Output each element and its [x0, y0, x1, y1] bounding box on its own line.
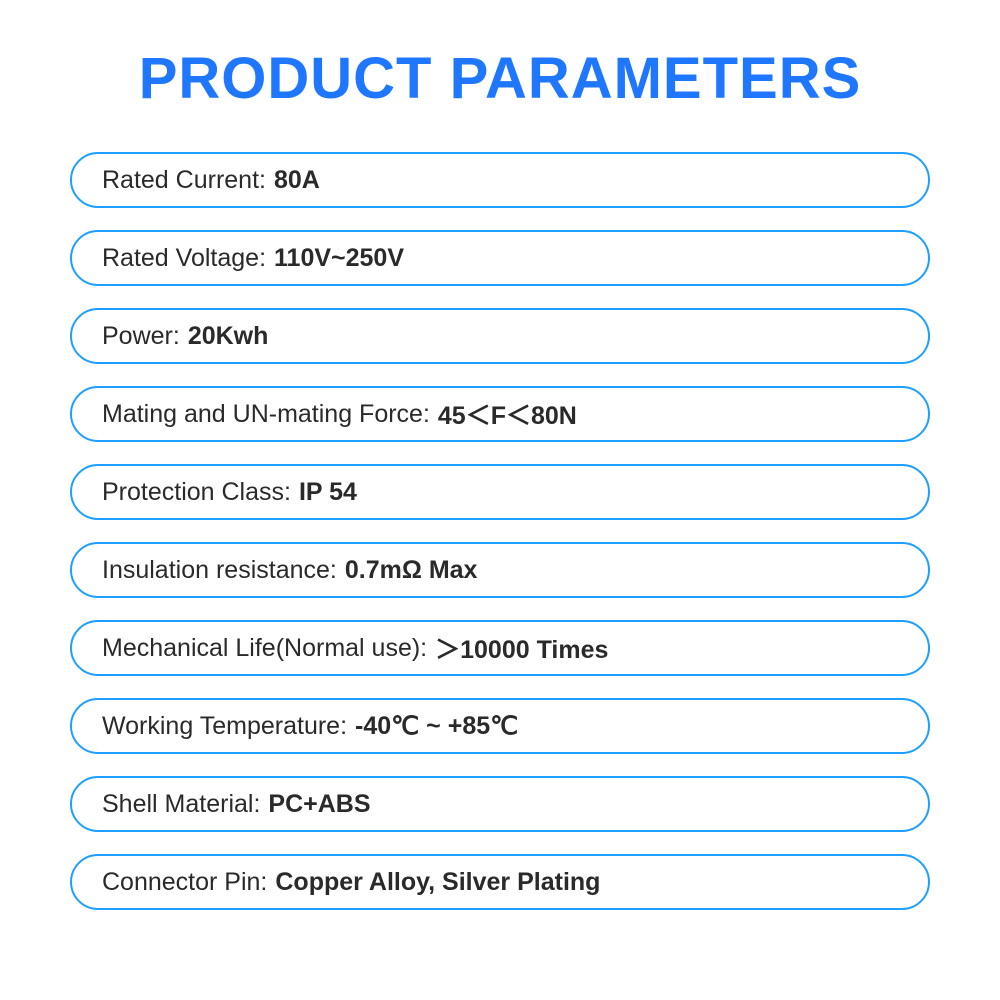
param-row: Working Temperature: -40℃ ~ +85℃	[70, 698, 930, 754]
param-row: Protection Class: IP 54	[70, 464, 930, 520]
param-row: Power: 20Kwh	[70, 308, 930, 364]
param-value: 80A	[274, 166, 320, 195]
param-value: ＞10000 Times	[435, 630, 608, 666]
param-row: Shell Material: PC+ABS	[70, 776, 930, 832]
param-label: Connector Pin:	[102, 868, 267, 897]
page-title: PRODUCT PARAMETERS	[139, 45, 862, 112]
parameters-list: Rated Current: 80A Rated Voltage: 110V~2…	[70, 152, 930, 910]
param-label: Rated Current:	[102, 166, 266, 195]
param-row: Connector Pin: Copper Alloy, Silver Plat…	[70, 854, 930, 910]
param-label: Mechanical Life(Normal use):	[102, 634, 427, 663]
param-label: Insulation resistance:	[102, 556, 337, 585]
param-row: Rated Voltage: 110V~250V	[70, 230, 930, 286]
param-label: Shell Material:	[102, 790, 260, 819]
param-value: PC+ABS	[268, 790, 370, 819]
param-label: Power:	[102, 322, 180, 351]
param-label: Mating and UN-mating Force:	[102, 400, 430, 429]
param-value: Copper Alloy, Silver Plating	[275, 868, 600, 897]
param-value: 20Kwh	[188, 322, 269, 351]
param-value: 110V~250V	[274, 244, 404, 273]
param-label: Working Temperature:	[102, 712, 347, 741]
param-row: Mechanical Life(Normal use): ＞10000 Time…	[70, 620, 930, 676]
param-value: IP 54	[299, 478, 357, 507]
param-row: Mating and UN-mating Force: 45＜F＜80N	[70, 386, 930, 442]
param-value: 45＜F＜80N	[438, 396, 577, 432]
param-label: Rated Voltage:	[102, 244, 266, 273]
param-value: 0.7mΩ Max	[345, 556, 478, 585]
param-row: Insulation resistance: 0.7mΩ Max	[70, 542, 930, 598]
param-value: -40℃ ~ +85℃	[355, 711, 518, 741]
param-row: Rated Current: 80A	[70, 152, 930, 208]
param-label: Protection Class:	[102, 478, 291, 507]
